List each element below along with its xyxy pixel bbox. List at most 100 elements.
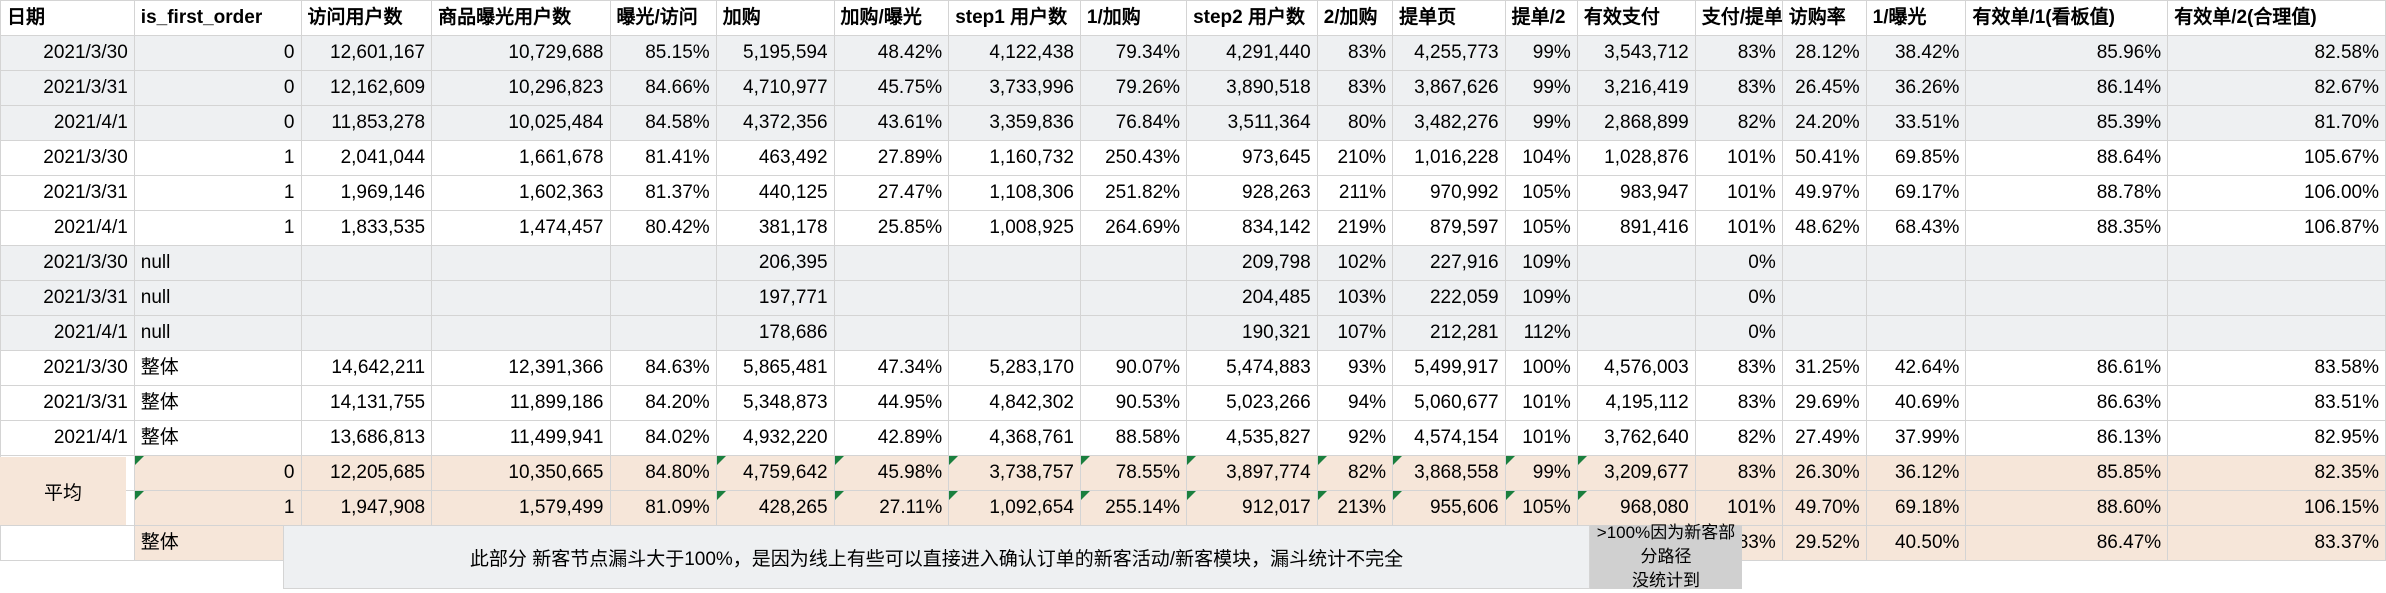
table-cell[interactable]: 2021/3/31 — [0, 175, 135, 211]
table-cell[interactable]: 2021/3/30 — [0, 245, 135, 281]
table-cell[interactable]: 整体 — [133, 385, 302, 421]
table-cell[interactable]: 80% — [1316, 105, 1394, 141]
table-cell[interactable]: 85.39% — [1965, 105, 2169, 141]
table-cell[interactable]: 47.34% — [833, 350, 950, 386]
table-cell[interactable]: 40.50% — [1865, 525, 1967, 561]
table-cell[interactable]: 5,060,677 — [1392, 385, 1506, 421]
table-cell[interactable]: 44.95% — [833, 385, 950, 421]
table-cell[interactable]: 42.64% — [1865, 350, 1967, 386]
table-cell[interactable]: 10,296,823 — [431, 70, 611, 106]
table-cell[interactable] — [833, 315, 950, 351]
column-header[interactable]: 提单页 — [1392, 0, 1506, 36]
table-cell[interactable]: 5,023,266 — [1186, 385, 1318, 421]
table-cell[interactable]: 3,216,419 — [1576, 70, 1696, 106]
table-cell[interactable]: 197,771 — [715, 280, 835, 316]
table-cell[interactable]: 79.26% — [1079, 70, 1188, 106]
table-cell[interactable]: 212,281 — [1392, 315, 1506, 351]
table-cell[interactable]: 2021/3/30 — [0, 140, 135, 176]
table-cell[interactable]: null — [133, 245, 302, 281]
table-cell[interactable]: 973,645 — [1186, 140, 1318, 176]
table-cell[interactable]: 0 — [133, 70, 302, 106]
table-cell[interactable]: 178,686 — [715, 315, 835, 351]
note-cell-funnel[interactable]: 此部分 新客节点漏斗大于100%，是因为线上有些可以直接进入确认订单的新客活动/… — [283, 525, 1590, 589]
table-cell[interactable]: 81.70% — [2167, 105, 2386, 141]
table-cell[interactable]: 105% — [1504, 490, 1578, 526]
table-cell[interactable]: 204,485 — [1186, 280, 1318, 316]
table-cell[interactable]: 2,041,044 — [300, 140, 433, 176]
table-cell[interactable]: 11,499,941 — [431, 420, 611, 456]
table-cell[interactable] — [1865, 315, 1967, 351]
table-cell[interactable]: 211% — [1316, 175, 1394, 211]
column-header[interactable]: is_first_order — [133, 0, 302, 36]
table-cell[interactable]: 69.18% — [1865, 490, 1967, 526]
table-cell[interactable]: 48.62% — [1781, 210, 1867, 246]
table-cell[interactable]: 264.69% — [1079, 210, 1188, 246]
table-cell[interactable]: 99% — [1504, 455, 1578, 491]
table-cell[interactable] — [1865, 245, 1967, 281]
table-cell[interactable]: 227,916 — [1392, 245, 1506, 281]
table-cell[interactable]: 83% — [1694, 385, 1783, 421]
table-cell[interactable]: 84.58% — [609, 105, 717, 141]
table-cell[interactable]: 12,162,609 — [300, 70, 433, 106]
table-cell[interactable]: 11,853,278 — [300, 105, 433, 141]
table-cell[interactable]: 14,642,211 — [300, 350, 433, 386]
table-cell[interactable]: 40.69% — [1865, 385, 1967, 421]
table-cell[interactable]: 86.63% — [1965, 385, 2169, 421]
table-cell[interactable]: 86.61% — [1965, 350, 2169, 386]
column-header[interactable]: step2 用户数 — [1186, 0, 1318, 36]
table-cell[interactable]: 968,080 — [1576, 490, 1696, 526]
table-cell[interactable]: 38.42% — [1865, 35, 1967, 71]
table-cell[interactable]: 983,947 — [1576, 175, 1696, 211]
table-cell[interactable]: 83% — [1694, 35, 1783, 71]
table-cell[interactable]: 5,474,883 — [1186, 350, 1318, 386]
table-cell[interactable]: 90.53% — [1079, 385, 1188, 421]
table-cell[interactable]: 3,890,518 — [1186, 70, 1318, 106]
table-cell[interactable]: 381,178 — [715, 210, 835, 246]
table-cell[interactable]: 834,142 — [1186, 210, 1318, 246]
table-cell[interactable]: 1 — [133, 175, 302, 211]
table-cell[interactable]: 82% — [1694, 420, 1783, 456]
table-cell[interactable]: 12,205,685 — [300, 455, 433, 491]
column-header[interactable]: 加购/曝光 — [833, 0, 950, 36]
table-cell[interactable]: 3,511,364 — [1186, 105, 1318, 141]
table-cell[interactable] — [1965, 280, 2169, 316]
table-cell[interactable]: 50.41% — [1781, 140, 1867, 176]
table-cell[interactable]: 整体 — [133, 350, 302, 386]
table-cell[interactable]: 250.43% — [1079, 140, 1188, 176]
table-cell[interactable]: 2021/3/30 — [0, 35, 135, 71]
table-cell[interactable]: 10,025,484 — [431, 105, 611, 141]
table-cell[interactable]: 86.47% — [1965, 525, 2169, 561]
table-cell[interactable]: 14,131,755 — [300, 385, 433, 421]
table-cell[interactable] — [2167, 245, 2386, 281]
table-cell[interactable]: 79.34% — [1079, 35, 1188, 71]
table-cell[interactable]: 0% — [1694, 315, 1783, 351]
table-cell[interactable]: 928,263 — [1186, 175, 1318, 211]
table-cell[interactable]: 10,729,688 — [431, 35, 611, 71]
table-cell[interactable]: 78.55% — [1079, 455, 1188, 491]
table-cell[interactable]: 103% — [1316, 280, 1394, 316]
table-cell[interactable]: 1,028,876 — [1576, 140, 1696, 176]
table-cell[interactable]: 3,359,836 — [948, 105, 1081, 141]
table-cell[interactable]: 27.89% — [833, 140, 950, 176]
table-cell[interactable]: 4,368,761 — [948, 420, 1081, 456]
table-cell[interactable]: 101% — [1504, 420, 1578, 456]
average-label-cell[interactable]: 平均 — [0, 457, 126, 525]
table-cell[interactable]: 45.98% — [833, 455, 950, 491]
table-cell[interactable]: 83.51% — [2167, 385, 2386, 421]
table-cell[interactable]: 3,868,558 — [1392, 455, 1506, 491]
table-cell[interactable]: 24.20% — [1781, 105, 1867, 141]
table-cell[interactable]: 82.95% — [2167, 420, 2386, 456]
table-cell[interactable] — [833, 245, 950, 281]
table-cell[interactable]: 83% — [1694, 455, 1783, 491]
table-cell[interactable]: 83% — [1316, 70, 1394, 106]
table-cell[interactable] — [609, 245, 717, 281]
table-cell[interactable]: 82% — [1316, 455, 1394, 491]
table-cell[interactable]: 1 — [133, 210, 302, 246]
table-cell[interactable]: 112% — [1504, 315, 1578, 351]
table-cell[interactable] — [609, 315, 717, 351]
table-cell[interactable]: 83% — [1316, 35, 1394, 71]
table-cell[interactable]: 101% — [1694, 490, 1783, 526]
table-cell[interactable]: 219% — [1316, 210, 1394, 246]
table-cell[interactable]: 2021/3/31 — [0, 280, 135, 316]
table-cell[interactable] — [1079, 245, 1188, 281]
